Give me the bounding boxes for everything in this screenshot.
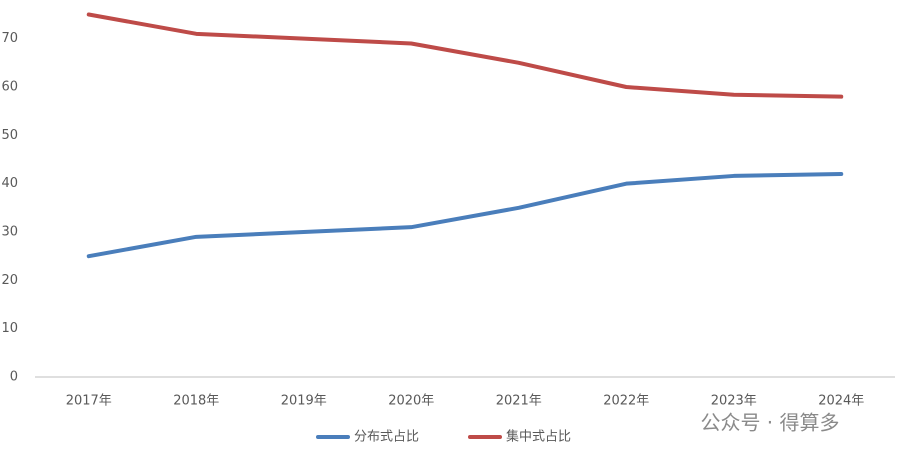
x-tick-label: 2017年 (66, 394, 112, 409)
y-tick-label: 10 (1, 321, 18, 336)
x-tick-label: 2022年 (603, 394, 649, 409)
y-tick-label: 30 (1, 225, 18, 240)
legend-label: 集中式占比 (506, 429, 571, 445)
y-tick-label: 20 (1, 273, 18, 288)
x-tick-label: 2024年 (818, 394, 864, 409)
watermark: 公众号 · 得算多 (700, 411, 839, 435)
series-line (86, 172, 844, 259)
x-tick-label: 2019年 (281, 394, 327, 409)
y-tick-label: 40 (1, 176, 18, 191)
legend-label: 分布式占比 (354, 430, 419, 445)
y-tick-label: 50 (1, 128, 18, 143)
x-tick-label: 2020年 (388, 394, 434, 409)
series-line (86, 12, 844, 99)
x-tick-label: 2023年 (711, 394, 757, 409)
y-tick-label: 60 (1, 80, 18, 95)
y-tick-label: 70 (1, 31, 18, 46)
y-tick-label: 0 (10, 370, 18, 385)
x-tick-label: 2021年 (496, 394, 542, 409)
x-tick-label: 2018年 (173, 394, 219, 409)
